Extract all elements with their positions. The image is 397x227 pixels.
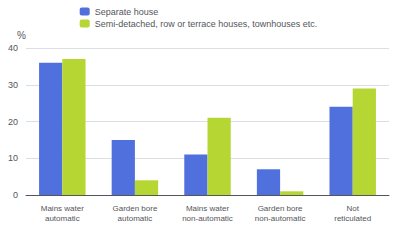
svg-text:Not: Not	[346, 204, 359, 213]
svg-text:reticulated: reticulated	[334, 214, 371, 223]
svg-text:Garden bore: Garden bore	[258, 204, 303, 213]
svg-text:Mains water: Mains water	[186, 204, 229, 213]
svg-text:Garden bore: Garden bore	[112, 204, 157, 213]
svg-text:automatic: automatic	[45, 214, 80, 223]
svg-text:non-automatic: non-automatic	[182, 214, 233, 223]
svg-text:non-automatic: non-automatic	[255, 214, 306, 223]
svg-text:30: 30	[8, 80, 18, 90]
svg-text:0: 0	[13, 190, 18, 200]
svg-text:Mains water: Mains water	[41, 204, 84, 213]
svg-text:Semi-detached, row or terrace: Semi-detached, row or terrace houses, to…	[95, 19, 318, 29]
svg-text:Separate house: Separate house	[95, 7, 159, 17]
svg-text:%: %	[17, 30, 26, 41]
svg-text:20: 20	[8, 117, 18, 127]
svg-text:automatic: automatic	[118, 214, 153, 223]
svg-text:10: 10	[8, 153, 18, 163]
svg-text:40: 40	[8, 43, 18, 53]
